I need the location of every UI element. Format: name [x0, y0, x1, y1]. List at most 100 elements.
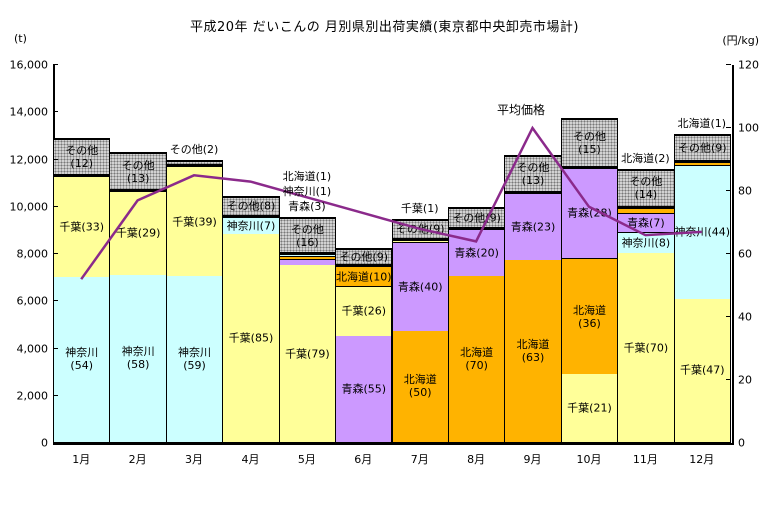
left-axis-tick-label: 8,000 — [16, 247, 49, 261]
left-axis-tick-label: 16,000 — [9, 58, 49, 72]
segment-label: 青森(28) — [567, 206, 612, 220]
left-axis-tick-label: 6,000 — [16, 294, 49, 308]
bar-segment: その他(9) — [336, 249, 392, 267]
callout-label: 青森(3) — [288, 200, 326, 214]
bar-segment: 北海道 (36) — [561, 257, 618, 375]
callout-label: 北海道(1) — [677, 116, 727, 130]
segment-label: 千葉(47) — [679, 363, 725, 377]
bar-9月: 北海道 (63) 青森(23) その他 (13) — [504, 154, 562, 443]
segment-label: その他(9) — [339, 250, 389, 264]
bar-5月: 千葉(79) その他 (16) — [278, 217, 337, 443]
left-axis-tick-label: 0 — [41, 436, 48, 450]
bar-segment: 千葉(29) — [110, 190, 166, 275]
segment-label: その他 (13) — [121, 158, 155, 185]
left-axis-tick-label: 4,000 — [16, 342, 49, 355]
bar-segment: 神奈川(8) — [618, 231, 674, 254]
bar-segment: 北海道 (63) — [505, 259, 561, 442]
right-axis-tick — [726, 64, 731, 65]
x-axis-label: 11月 — [632, 453, 658, 466]
right-axis-tick-label: 60 — [738, 247, 752, 261]
callout-label: 神奈川(1) — [282, 185, 332, 199]
bar-segment — [392, 239, 448, 242]
bar-segment: 青森(40) — [392, 241, 448, 331]
segment-label: 千葉(79) — [285, 347, 330, 361]
bar-segment: 北海道 (70) — [448, 276, 505, 442]
bar-segment — [279, 256, 336, 259]
segment-label: 青森(40) — [397, 280, 443, 294]
right-axis-tick-label: 120 — [738, 58, 759, 72]
x-axis-label: 10月 — [576, 453, 602, 466]
left-axis-tick — [53, 253, 58, 254]
bar-1月: 神奈川 (54) 千葉(33) その他 (12) — [53, 138, 111, 443]
segment-label: 青森(55) — [341, 382, 387, 396]
segment-label: その他 (15) — [572, 129, 606, 156]
bar-segment: その他 (13) — [110, 153, 166, 191]
callout-label: その他(2) — [169, 142, 219, 156]
right-axis-tick-label: 100 — [738, 121, 759, 135]
x-axis-label: 9月 — [523, 453, 542, 466]
x-axis-label: 8月 — [467, 453, 486, 466]
bar-segment — [279, 258, 336, 266]
bar-segment: 千葉(26) — [336, 285, 392, 336]
right-axis-tick — [726, 316, 731, 317]
segment-label: 青森(20) — [454, 246, 499, 260]
left-axis-tick-label: 2,000 — [16, 389, 49, 403]
right-axis-tick — [726, 127, 731, 128]
left-axis-tick — [53, 111, 58, 113]
price-line — [80, 125, 702, 280]
bar-segment: その他 (14) — [618, 169, 674, 208]
right-axis-tick-label: 0 — [738, 436, 745, 450]
right-axis-tick — [726, 190, 731, 191]
right-axis-tick-label: 80 — [738, 184, 752, 198]
bar-11月: 千葉(70) 神奈川(8) 青森(7) その他 (14) — [617, 168, 675, 443]
price-line-label: 平均価格 — [497, 103, 546, 117]
segment-label: 北海道 (50) — [403, 373, 437, 400]
bar-segment: 千葉(79) — [279, 265, 336, 442]
bar-segment: 千葉(85) — [223, 233, 279, 442]
left-axis-tick — [53, 394, 58, 396]
segment-label: 千葉(21) — [567, 401, 612, 415]
x-axis-label: 3月 — [185, 453, 204, 466]
x-axis-label: 2月 — [128, 453, 147, 466]
bar-segment: 青森(55) — [336, 335, 392, 442]
chart-title: 平成20年 だいこんの 月別県別出荷実績(東京都中央卸売市場計) — [190, 20, 579, 35]
segment-label: 北海道 (70) — [460, 346, 494, 373]
segment-label: その他 (16) — [290, 222, 324, 249]
left-axis-tick — [53, 158, 58, 160]
segment-label: 神奈川 (59) — [178, 345, 212, 372]
segment-label: 千葉(26) — [341, 304, 387, 318]
bar-segment — [279, 254, 336, 257]
left-axis-tick-label: 10,000 — [9, 200, 49, 214]
bar-segment: その他 (15) — [561, 119, 618, 168]
segment-label: その他(9) — [677, 141, 727, 155]
left-axis-tick — [53, 442, 58, 443]
bar-segment: 北海道 (50) — [392, 330, 448, 442]
segment-label: 千葉(70) — [623, 341, 669, 355]
bar-segment: 北海道(10) — [336, 266, 392, 286]
bar-segment: 神奈川(7) — [223, 216, 279, 234]
x-axis-label: 12月 — [689, 453, 715, 466]
segment-label: 千葉(33) — [59, 220, 104, 234]
x-axis-label: 6月 — [354, 453, 373, 466]
price-line-layer — [80, 125, 702, 280]
right-axis-tick — [726, 442, 731, 443]
callout-label: 北海道(2) — [621, 151, 670, 165]
left-axis-tick — [53, 64, 58, 65]
bar-segment: 神奈川 (54) — [54, 276, 110, 442]
bar-12月: 千葉(47) 神奈川(44) その他(9) — [673, 133, 731, 443]
segment-label: 青森(7) — [627, 216, 665, 230]
bar-10月: 千葉(21) 北海道 (36) 青森(28) その他 (15) — [560, 118, 619, 443]
left-axis-unit: (t) — [14, 32, 27, 45]
bar-segment: 神奈川 (59) — [166, 275, 223, 442]
right-axis-tick — [726, 379, 731, 380]
segment-label: 神奈川 (54) — [65, 346, 99, 373]
segment-label: 千葉(85) — [228, 331, 274, 345]
left-axis-tick-label: 14,000 — [9, 105, 49, 119]
right-axis-tick-label: 40 — [738, 310, 752, 324]
bar-segment: 千葉(33) — [54, 175, 110, 277]
x-axis-label: 7月 — [410, 453, 429, 466]
segment-label: 千葉(39) — [172, 215, 217, 229]
segment-label: 北海道(10) — [335, 270, 392, 284]
bar-segment: その他 (13) — [505, 155, 561, 194]
